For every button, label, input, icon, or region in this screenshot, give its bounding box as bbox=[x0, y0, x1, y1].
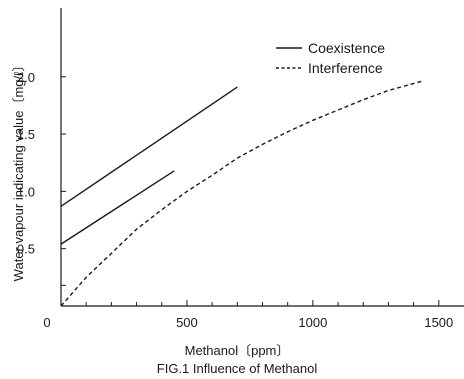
legend: Coexistence Interference bbox=[276, 40, 385, 76]
legend-label-interference: Interference bbox=[308, 60, 383, 76]
ticks: 0.5 1.0 1.5 2.0 0 500 1000 1500 bbox=[17, 70, 453, 330]
y-axis-label: Water vapour indicating value〔mg/ℓ〕 bbox=[11, 59, 26, 282]
series-line-interference bbox=[60, 80, 422, 307]
series-line-coexistence-1 bbox=[60, 86, 238, 207]
y-tick-label: 0.5 bbox=[17, 242, 35, 257]
x-tick-label: 1500 bbox=[424, 315, 453, 330]
x-axis-label: Methanol〔ppm〕 bbox=[185, 343, 290, 358]
series-line-coexistence-2 bbox=[60, 170, 175, 245]
x-tick-label: 1000 bbox=[298, 315, 327, 330]
figure-caption: FIG.1 Influence of Methanol bbox=[157, 361, 318, 376]
y-tick-label: 1.0 bbox=[17, 184, 35, 199]
y-tick-label: 1.5 bbox=[17, 127, 35, 142]
y-tick-label: 2.0 bbox=[17, 70, 35, 85]
axes bbox=[60, 8, 464, 307]
x-tick-label: 0 bbox=[43, 315, 50, 330]
x-tick-label: 500 bbox=[176, 315, 198, 330]
legend-label-coexistence: Coexistence bbox=[308, 40, 385, 56]
series-group bbox=[60, 80, 422, 307]
